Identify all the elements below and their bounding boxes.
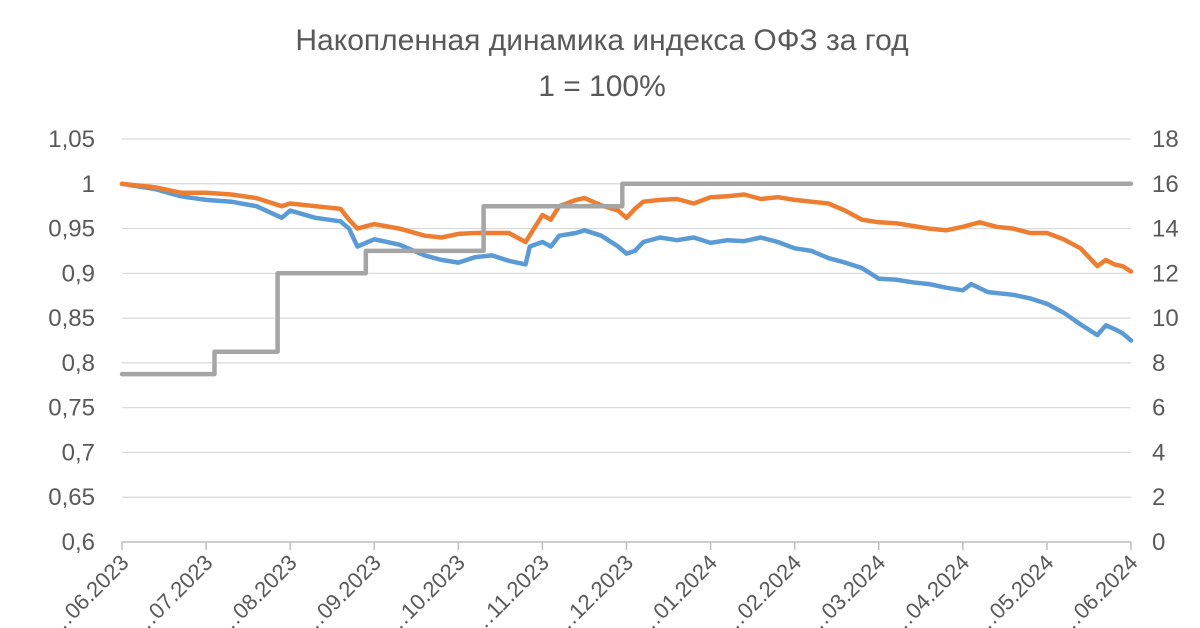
left-tick-label: 0,9	[62, 260, 95, 287]
series-lines	[119, 181, 1134, 377]
x-tick-label: …06.2024	[1053, 550, 1142, 628]
right-tick-label: 2	[1152, 484, 1165, 511]
chart-subtitle: 1 = 100%	[538, 70, 666, 103]
x-tick-label: …11.2023	[466, 550, 554, 628]
left-tick-label: 0,85	[48, 305, 95, 332]
x-tick-label: …07.2023	[128, 550, 217, 628]
x-tick-label: …03.2024	[801, 550, 890, 628]
x-tick-label: …12.2023	[549, 550, 638, 628]
gridlines	[122, 138, 1131, 543]
left-tick-label: 1,05	[48, 126, 95, 153]
left-tick-label: 1	[82, 171, 95, 198]
right-tick-label: 0	[1152, 529, 1165, 556]
x-tick-label: …04.2024	[885, 550, 974, 628]
chart-title: Накопленная динамика индекса ОФЗ за год	[295, 24, 908, 57]
right-tick-label: 12	[1152, 260, 1179, 287]
right-tick-label: 18	[1152, 126, 1179, 153]
left-tick-label: 0,65	[48, 484, 95, 511]
left-tick-label: 0,7	[62, 439, 95, 466]
left-axis-ticks: 0,6 0,65 0,7 0,75 0,8 0,85 0,9 0,95 1 1,05	[48, 126, 95, 556]
right-tick-label: 10	[1152, 305, 1179, 332]
right-tick-label: 14	[1152, 216, 1179, 243]
x-tick-label: …01.2024	[633, 550, 722, 628]
right-tick-label: 4	[1152, 439, 1165, 466]
series-line-3	[119, 181, 1134, 377]
right-axis-ticks: 0 2 4 6 8 10 12 14 16 18	[1152, 126, 1179, 556]
series-line-1	[119, 181, 1134, 343]
x-tick-label: …08.2023	[212, 550, 301, 628]
x-tick-label: …05.2024	[969, 550, 1058, 628]
x-tick-label: …02.2024	[717, 550, 806, 628]
right-tick-label: 8	[1152, 350, 1165, 377]
x-tick-label: …10.2023	[380, 550, 469, 628]
left-tick-label: 0,8	[62, 350, 95, 377]
series-line-2	[119, 181, 1134, 274]
x-tick-label: …09.2023	[296, 550, 385, 628]
left-tick-label: 0,6	[62, 529, 95, 556]
x-axis: …06.2023…07.2023…08.2023…09.2023…10.2023…	[44, 541, 1143, 628]
left-tick-label: 0,75	[48, 395, 95, 422]
right-tick-label: 6	[1152, 395, 1165, 422]
right-tick-label: 16	[1152, 171, 1179, 198]
x-tick-label: …06.2023	[44, 550, 133, 628]
left-tick-label: 0,95	[48, 216, 95, 243]
